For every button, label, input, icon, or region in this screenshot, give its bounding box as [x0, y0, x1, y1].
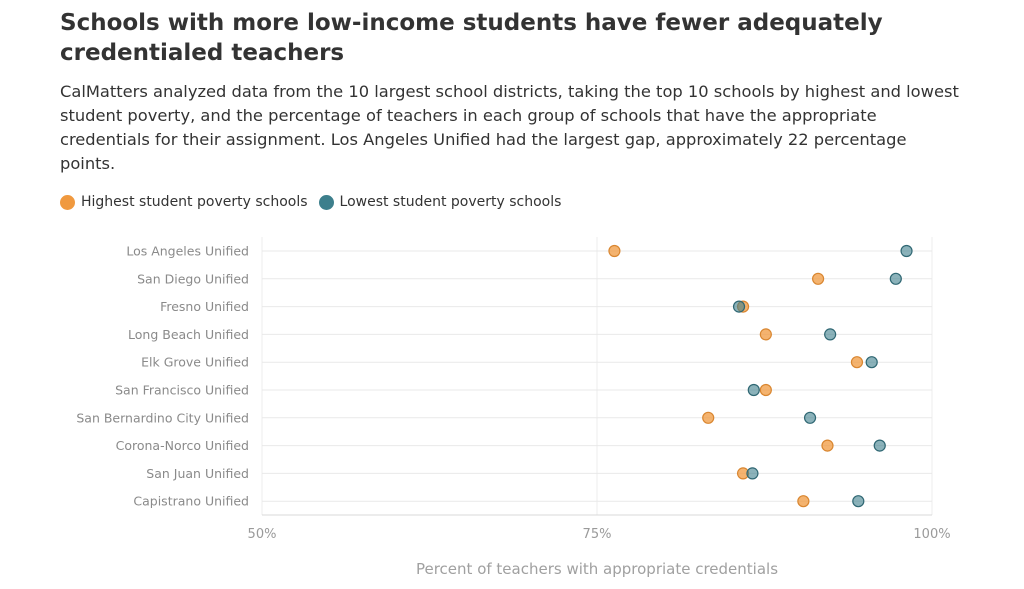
dot-high-poverty-elk-grove-unified: [850, 356, 864, 369]
dot-high-poverty-san-bernardino-city-unified: [702, 411, 715, 424]
dot-high-poverty-capistrano-unified: [797, 495, 810, 508]
dot-low-poverty-elk-grove-unified: [865, 356, 878, 369]
dot-high-poverty-san-diego-unified: [811, 272, 825, 285]
x-tick-label: 50%: [248, 527, 277, 542]
dot-low-poverty-san-francisco-unified: [747, 383, 760, 397]
x-tick-label: 75%: [583, 527, 612, 542]
row-label-capistrano-unified: Capistrano Unified: [133, 494, 249, 509]
x-tick-label: 100%: [913, 527, 950, 542]
row-label-fresno-unified: Fresno Unified: [160, 299, 249, 314]
dot-low-poverty-fresno-unified: [732, 300, 746, 313]
row-label-san-juan-unified: San Juan Unified: [146, 466, 249, 481]
row-label-san-diego-unified: San Diego Unified: [137, 271, 249, 286]
chart-subtitle: CalMatters analyzed data from the 10 lar…: [60, 82, 959, 173]
row-label-san-francisco-unified: San Francisco Unified: [115, 383, 249, 398]
legend-item-low-poverty[interactable]: Lowest student poverty schools: [318, 194, 562, 210]
legend-label-low-poverty: Lowest student poverty schools: [339, 194, 562, 210]
dot-high-poverty-los-angeles-unified: [608, 244, 621, 258]
dot-low-poverty-long-beach-unified: [824, 328, 837, 341]
dot-low-poverty-san-diego-unified: [889, 272, 902, 285]
dot-low-poverty-los-angeles-unified: [900, 244, 913, 258]
row-label-long-beach-unified: Long Beach Unified: [128, 327, 249, 342]
dot-high-poverty-long-beach-unified: [759, 328, 772, 341]
legend-swatch-high-poverty: [60, 194, 75, 210]
row-label-san-bernardino-city-unified: San Bernardino City Unified: [76, 410, 249, 425]
legend-label-high-poverty: Highest student poverty schools: [81, 194, 308, 210]
legend: Highest student poverty schools Lowest s…: [60, 191, 572, 213]
dot-low-poverty-capistrano-unified: [852, 495, 865, 508]
dot-low-poverty-san-juan-unified: [746, 467, 759, 480]
row-label-corona-norco-unified: Corona-Norco Unified: [116, 438, 249, 453]
dot-high-poverty-corona-norco-unified: [821, 439, 834, 452]
x-axis-title: Percent of teachers with appropriate cre…: [416, 560, 778, 578]
dot-low-poverty-corona-norco-unified: [873, 439, 886, 452]
legend-swatch-low-poverty: [318, 194, 334, 210]
row-label-elk-grove-unified: Elk Grove Unified: [141, 355, 249, 370]
legend-item-high-poverty[interactable]: Highest student poverty schools: [60, 194, 308, 210]
dot-high-poverty-san-francisco-unified: [759, 383, 772, 397]
row-label-los-angeles-unified: Los Angeles Unified: [126, 244, 249, 259]
chart-title: Schools with more low-income students ha…: [60, 10, 883, 66]
dot-low-poverty-san-bernardino-city-unified: [803, 411, 817, 424]
